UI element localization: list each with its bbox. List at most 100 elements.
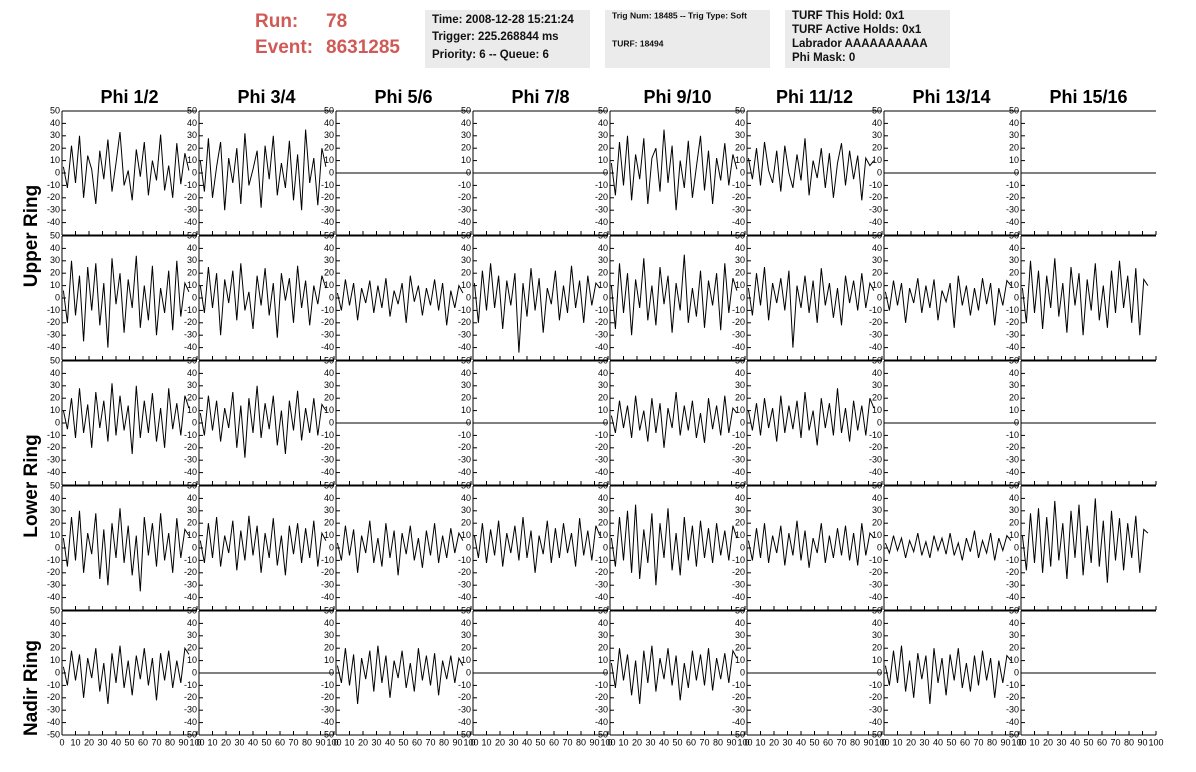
y-tick-label: -30	[458, 580, 471, 590]
x-tick-label: 0	[333, 737, 338, 747]
y-tick-label: 10	[187, 280, 197, 290]
y-tick-label: -30	[732, 205, 745, 215]
waveform	[336, 645, 464, 705]
y-tick-label: -20	[869, 567, 882, 577]
turf-line: TURF Active Holds: 0x1	[792, 24, 922, 36]
x-tick-label: 70	[699, 737, 709, 747]
x-tick-label: 70	[836, 737, 846, 747]
y-tick-label: 30	[735, 630, 745, 640]
y-tick-label: 30	[598, 505, 608, 515]
y-tick-label: 0	[877, 167, 882, 177]
y-tick-label: -40	[595, 592, 608, 602]
y-tick-label: 10	[735, 155, 745, 165]
x-tick-label: 30	[919, 737, 929, 747]
waveform	[747, 520, 875, 568]
y-tick-label: -20	[458, 317, 471, 327]
y-tick-label: 20	[872, 268, 882, 278]
y-tick-label: 20	[1009, 268, 1019, 278]
y-tick-label: -10	[595, 305, 608, 315]
waveform	[336, 275, 464, 326]
y-tick-label: 20	[461, 518, 471, 528]
waveform	[336, 520, 464, 576]
time-line: Trigger: 225.268844 ms	[432, 31, 559, 43]
y-tick-label: -40	[1006, 217, 1019, 227]
waveform	[62, 383, 190, 455]
y-tick-label: 0	[192, 292, 197, 302]
y-tick-label: 10	[735, 280, 745, 290]
y-tick-label: 40	[461, 368, 471, 378]
y-tick-label: 40	[187, 618, 197, 628]
y-tick-label: 30	[324, 630, 334, 640]
y-tick-label: 50	[735, 355, 745, 365]
ring-label: Nadir Ring	[21, 640, 42, 736]
x-tick-label: 30	[645, 737, 655, 747]
x-tick-label: 90	[315, 737, 325, 747]
waveform	[62, 132, 190, 205]
y-tick-label: 20	[324, 643, 334, 653]
y-tick-label: 10	[598, 280, 608, 290]
x-tick-label: 70	[562, 737, 572, 747]
x-tick-label: 100	[1011, 737, 1026, 747]
y-tick-label: 50	[461, 230, 471, 240]
waveform	[884, 645, 1012, 705]
column-title: Phi 15/16	[1049, 87, 1127, 107]
x-tick-label: 100	[1148, 737, 1163, 747]
y-tick-label: -50	[47, 729, 60, 739]
y-tick-label: 20	[1009, 518, 1019, 528]
y-tick-label: -30	[184, 580, 197, 590]
y-tick-label: 30	[461, 630, 471, 640]
y-tick-label: -40	[732, 467, 745, 477]
y-tick-label: 30	[461, 505, 471, 515]
x-tick-label: 70	[1110, 737, 1120, 747]
event-label: Event:	[255, 37, 313, 58]
x-tick-label: 40	[522, 737, 532, 747]
y-tick-label: 0	[55, 292, 60, 302]
y-tick-label: 40	[187, 368, 197, 378]
turf-box	[785, 10, 950, 68]
y-tick-label: 20	[598, 143, 608, 153]
x-tick-label: 0	[1018, 737, 1023, 747]
x-tick-label: 20	[358, 737, 368, 747]
column-title: Phi 3/4	[237, 87, 295, 107]
y-tick-label: 50	[50, 480, 60, 490]
x-tick-label: 30	[508, 737, 518, 747]
y-tick-label: -20	[869, 317, 882, 327]
y-tick-label: 0	[1014, 417, 1019, 427]
y-tick-label: 0	[603, 167, 608, 177]
y-tick-label: 50	[1009, 355, 1019, 365]
y-tick-label: -10	[47, 555, 60, 565]
y-tick-label: -40	[732, 342, 745, 352]
y-tick-label: -20	[47, 442, 60, 452]
y-tick-label: -20	[321, 692, 334, 702]
y-tick-label: -20	[321, 192, 334, 202]
y-tick-label: -50	[732, 729, 745, 739]
y-tick-label: 0	[877, 417, 882, 427]
y-tick-label: 0	[603, 292, 608, 302]
y-tick-label: 0	[55, 167, 60, 177]
y-tick-label: -10	[869, 680, 882, 690]
y-tick-label: -20	[458, 567, 471, 577]
y-tick-label: 50	[735, 480, 745, 490]
y-tick-label: 20	[598, 643, 608, 653]
x-tick-label: 10	[892, 737, 902, 747]
y-tick-label: -40	[458, 467, 471, 477]
y-tick-label: 40	[324, 118, 334, 128]
y-tick-label: 40	[872, 493, 882, 503]
y-tick-label: 40	[1009, 118, 1019, 128]
ring-label: Upper Ring	[21, 185, 42, 287]
x-tick-label: 0	[59, 737, 64, 747]
x-tick-label: 60	[1097, 737, 1107, 747]
y-tick-label: 50	[324, 230, 334, 240]
y-tick-label: -10	[321, 680, 334, 690]
x-tick-label: 60	[549, 737, 559, 747]
y-tick-label: 40	[324, 368, 334, 378]
y-tick-label: -20	[732, 317, 745, 327]
y-tick-label: -10	[869, 430, 882, 440]
y-tick-label: 50	[1009, 105, 1019, 115]
y-tick-label: -40	[321, 342, 334, 352]
x-tick-label: 40	[111, 737, 121, 747]
y-tick-label: 50	[187, 105, 197, 115]
y-tick-label: -30	[321, 705, 334, 715]
y-tick-label: -20	[732, 567, 745, 577]
x-tick-label: 60	[412, 737, 422, 747]
